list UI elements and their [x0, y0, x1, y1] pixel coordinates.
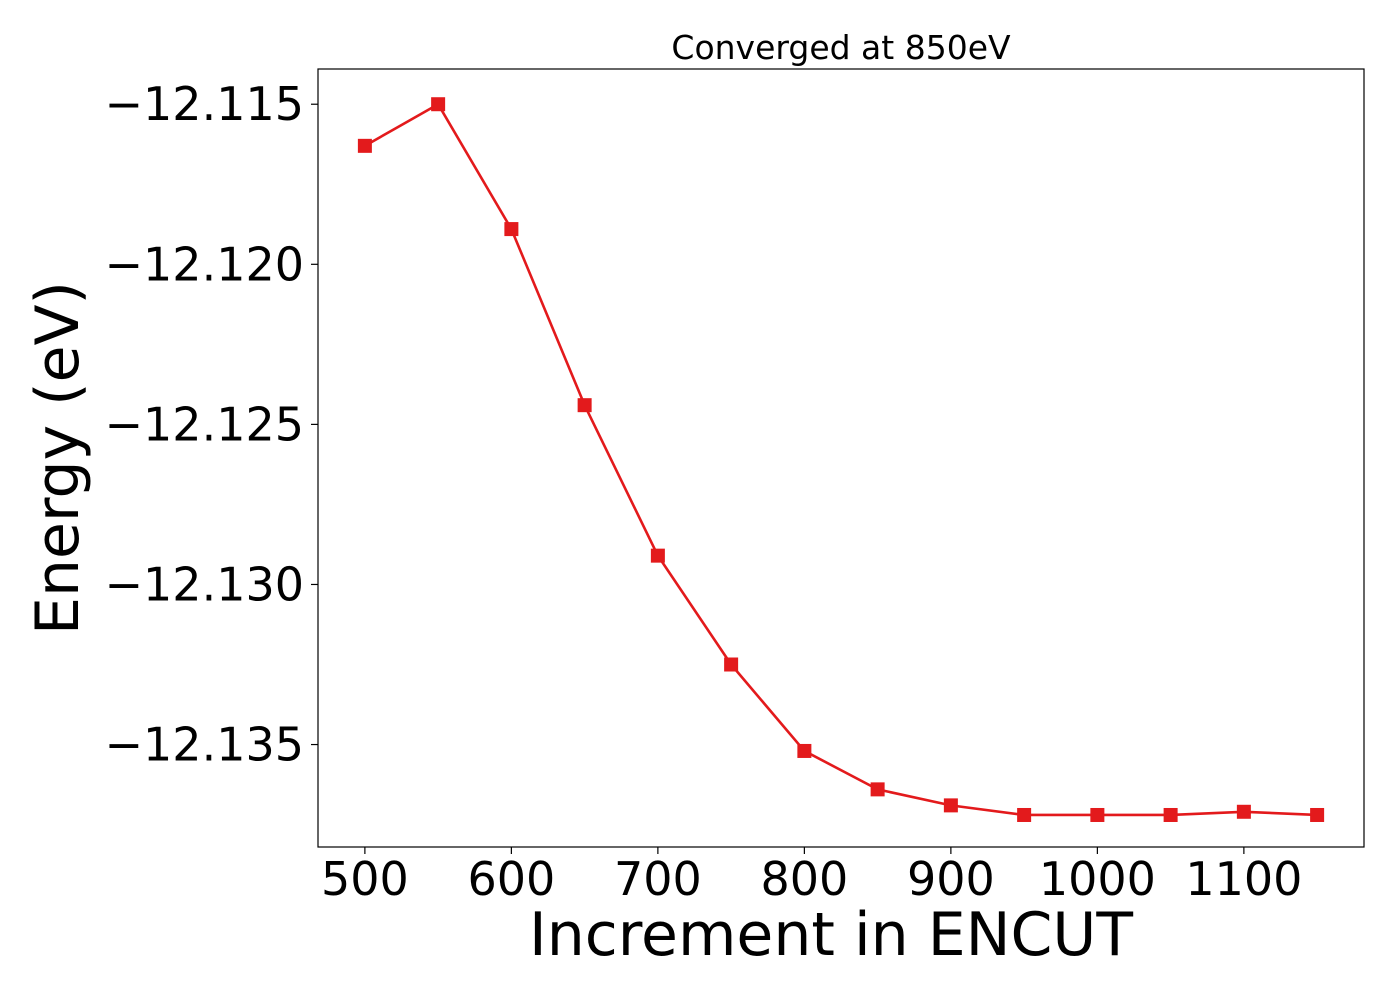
- data-point-marker: [1017, 807, 1032, 822]
- data-point-marker: [1236, 804, 1251, 819]
- plot-area-frame: [317, 68, 1365, 848]
- data-point-marker: [357, 138, 372, 153]
- data-series: [357, 97, 1325, 822]
- data-point-marker: [1090, 807, 1105, 822]
- y-tick-label: −12.115: [105, 77, 305, 131]
- x-axis-title: Increment in ENCUT: [529, 900, 1133, 970]
- data-point-marker: [724, 657, 739, 672]
- x-tick-label: 1100: [1185, 852, 1302, 906]
- data-point-marker: [431, 97, 446, 112]
- x-tick-label: 700: [614, 852, 702, 906]
- x-tick-label: 1000: [1039, 852, 1156, 906]
- data-point-marker: [577, 398, 592, 413]
- data-point-marker: [870, 782, 885, 797]
- y-tick-label: −12.120: [105, 237, 305, 291]
- x-tick-label: 800: [760, 852, 848, 906]
- data-point-marker: [1163, 807, 1178, 822]
- data-point-marker: [650, 548, 665, 563]
- data-point-marker: [504, 222, 519, 237]
- y-axis-title: Energy (eV): [23, 281, 93, 635]
- y-tick-label: −12.135: [105, 718, 305, 772]
- x-tick-label: 900: [907, 852, 995, 906]
- data-point-marker: [797, 743, 812, 758]
- x-axis-ticks: 500 600 700 800 900 1000 1100: [321, 847, 1302, 906]
- data-point-marker: [943, 798, 958, 813]
- x-tick-label: 600: [467, 852, 555, 906]
- chart-title: Converged at 850eV: [671, 28, 1011, 67]
- data-point-marker: [1310, 807, 1325, 822]
- y-tick-label: −12.125: [105, 397, 305, 451]
- series-line: [364, 102, 1318, 817]
- y-tick-label: −12.130: [105, 557, 305, 611]
- y-axis-ticks: −12.115 −12.120 −12.125 −12.130 −12.135: [105, 77, 318, 772]
- x-tick-label: 500: [321, 852, 409, 906]
